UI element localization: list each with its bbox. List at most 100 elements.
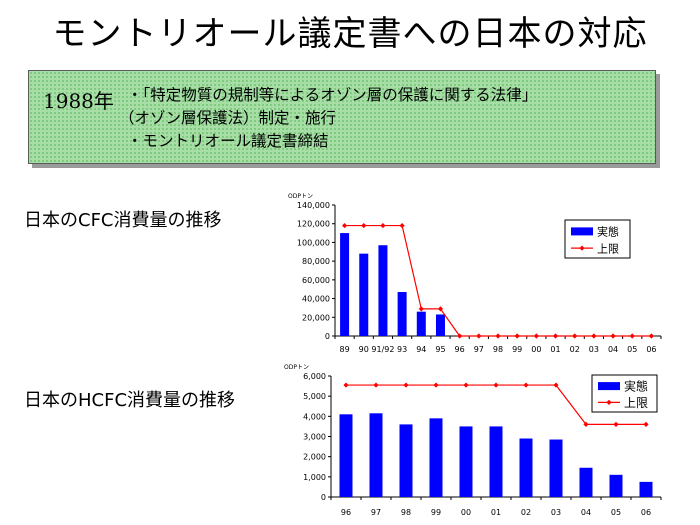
hcfc-x-tick-label: 99: [431, 508, 441, 517]
cfc-x-tick-label: 96: [455, 345, 465, 354]
cfc-x-tick-label: 01: [550, 345, 560, 354]
cfc-bar: [340, 233, 350, 336]
hcfc-bar: [579, 467, 593, 497]
hcfc-x-tick-label: 01: [491, 508, 501, 517]
hcfc-x-tick-label: 04: [581, 508, 591, 517]
cfc-limit-point: [572, 333, 578, 339]
cfc-bar: [378, 245, 388, 336]
cfc-y-tick-label: 120,000: [297, 220, 330, 229]
hcfc-x-tick-label: 97: [371, 508, 381, 517]
cfc-x-tick-label: 95: [435, 345, 445, 354]
cfc-x-tick-label: 91/92: [371, 345, 394, 354]
hcfc-x-tick-label: 03: [551, 508, 561, 517]
hcfc-limit-point: [583, 421, 589, 427]
cfc-legend-bar-swatch: [571, 227, 593, 236]
cfc-bar: [397, 292, 407, 336]
cfc-limit-point: [495, 333, 501, 339]
cfc-x-tick-label: 99: [512, 345, 522, 354]
hcfc-y-tick-label: 5,000: [303, 392, 326, 401]
cfc-x-tick-label: 94: [416, 345, 426, 354]
cfc-limit-point: [552, 333, 559, 339]
cfc-legend-line-marker: [579, 245, 585, 251]
cfc-x-tick-label: 00: [531, 345, 541, 354]
cfc-legend-box: [564, 219, 631, 259]
hcfc-x-tick-label: 06: [641, 508, 651, 517]
cfc-x-tick-label: 02: [570, 345, 580, 354]
cfc-x-tick-label: 04: [608, 345, 618, 354]
cfc-y-tick-label: 100,000: [297, 238, 330, 247]
hcfc-legend-box: [591, 374, 658, 413]
hcfc-limit-point: [463, 382, 469, 388]
hcfc-y-tick-label: 2,000: [303, 453, 326, 462]
hcfc-y-tick-label: 3,000: [303, 433, 326, 442]
hcfc-bar: [609, 474, 623, 497]
cfc-limit-point: [629, 333, 635, 339]
cfc-legend-bar-label: 実態: [597, 225, 619, 239]
cfc-y-tick-label: 140,000: [297, 201, 330, 210]
hcfc-limit-point: [403, 382, 409, 388]
cfc-limit-point: [591, 333, 597, 339]
hcfc-bar: [399, 424, 413, 497]
cfc-limit-point: [380, 222, 386, 229]
hcfc-limit-point: [373, 382, 379, 388]
cfc-unit-label: ODPトン: [288, 193, 313, 200]
cfc-limit-point: [361, 222, 367, 229]
hcfc-legend-line-marker: [606, 399, 612, 405]
cfc-limit-point: [457, 333, 463, 339]
info-lines: ・「特定物質の規制等によるオゾン層の保護に関する法律」 （オゾン層保護法）制定・…: [119, 84, 538, 153]
cfc-x-tick-label: 06: [646, 345, 656, 354]
hcfc-limit-point: [613, 421, 619, 427]
hcfc-bar: [519, 438, 533, 497]
info-line: ・「特定物質の規制等によるオゾン層の保護に関する法律」: [127, 86, 538, 104]
info-year: 1988年: [43, 89, 114, 113]
hcfc-limit-point: [493, 382, 499, 388]
cfc-y-tick-label: 80,000: [302, 257, 330, 266]
hcfc-bar: [339, 414, 353, 497]
cfc-limit-point: [341, 222, 348, 229]
cfc-y-tick-label: 40,000: [302, 295, 330, 304]
hcfc-x-tick-label: 96: [341, 508, 351, 517]
hcfc-bar: [429, 418, 443, 497]
hcfc-legend-bar-swatch: [598, 382, 620, 391]
cfc-limit-point: [610, 333, 616, 339]
hcfc-bar: [459, 426, 473, 497]
cfc-limit-point: [533, 333, 539, 339]
cfc-y-tick-label: 20,000: [302, 313, 330, 322]
hcfc-y-tick-label: 0: [321, 493, 326, 502]
info-line: ・モントリオール議定書締結: [127, 132, 329, 150]
hcfc-limit-point: [643, 421, 649, 427]
cfc-x-tick-label: 03: [589, 345, 599, 354]
cfc-limit-point: [437, 306, 444, 312]
cfc-x-tick-label: 89: [339, 345, 349, 354]
hcfc-y-tick-label: 4,000: [303, 412, 326, 421]
hcfc-bar: [489, 426, 503, 497]
cfc-chart-heading: 日本のCFC消費量の推移: [24, 210, 222, 231]
hcfc-legend-bar-label: 実態: [624, 379, 648, 394]
hcfc-x-tick-label: 00: [461, 508, 471, 517]
cfc-x-tick-label: 05: [627, 345, 637, 354]
hcfc-limit-point: [343, 382, 349, 388]
cfc-limit-point: [514, 333, 520, 339]
hcfc-limit-point: [523, 382, 529, 388]
info-box: 1988年 ・「特定物質の規制等によるオゾン層の保護に関する法律」 （オゾン層保…: [28, 70, 656, 164]
cfc-bar: [435, 314, 445, 336]
cfc-y-tick-label: 60,000: [302, 276, 330, 285]
page-title: モントリオール議定書への日本の対応: [52, 14, 648, 54]
cfc-limit-point: [418, 306, 424, 312]
cfc-limit-point: [476, 333, 482, 339]
hcfc-legend-line-label: 上限: [624, 396, 648, 410]
hcfc-y-tick-label: 1,000: [303, 473, 326, 482]
cfc-x-tick-label: 93: [397, 345, 407, 354]
info-line: （オゾン層保護法）制定・施行: [119, 109, 337, 127]
cfc-x-tick-label: 90: [359, 345, 369, 354]
cfc-x-tick-label: 97: [474, 345, 484, 354]
hcfc-x-tick-label: 98: [401, 508, 411, 517]
cfc-y-tick-label: 0: [325, 332, 330, 341]
hcfc-limit-point: [433, 382, 439, 388]
cfc-legend-line-label: 上限: [597, 242, 619, 255]
cfc-limit-point: [648, 333, 655, 339]
hcfc-x-tick-label: 02: [521, 508, 531, 517]
hcfc-bar: [369, 413, 383, 497]
hcfc-bar: [639, 481, 653, 497]
